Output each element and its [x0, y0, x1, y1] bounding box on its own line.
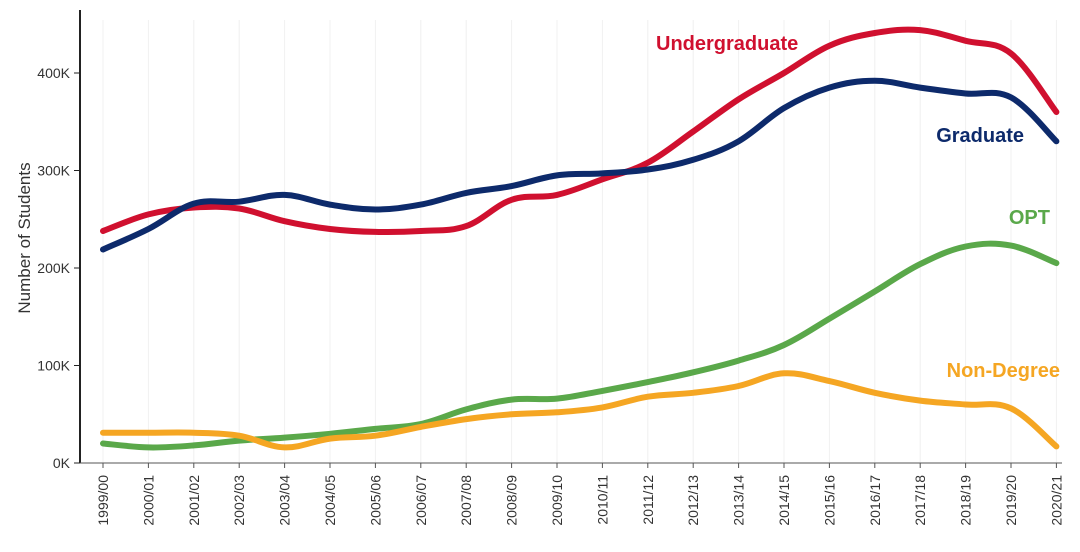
y-tick-label: 200K	[37, 260, 70, 276]
y-axis-title: Number of Students	[15, 162, 34, 313]
x-tick-label: 2012/13	[685, 475, 701, 526]
series-labels: Undergraduate Graduate OPT Non-Degree	[656, 33, 1060, 382]
x-tick-label: 2014/15	[776, 475, 792, 526]
x-tick-label: 2000/01	[140, 475, 156, 526]
x-tick-label: 2007/08	[458, 475, 474, 526]
series-line-graduate	[100, 77, 1060, 253]
x-tick-label: 2020/21	[1048, 475, 1064, 526]
x-tick-label: 2009/10	[549, 475, 565, 526]
series-label-undergraduate: Undergraduate	[656, 33, 798, 55]
series-label-non-degree: Non-Degree	[947, 360, 1060, 382]
y-tick-label: 400K	[37, 65, 70, 81]
series-line-undergraduate	[100, 26, 1060, 236]
x-tick-label: 2002/03	[231, 475, 247, 526]
series-label-graduate: Graduate	[936, 125, 1024, 147]
series-line-opt	[100, 240, 1060, 451]
x-tick-label: 2004/05	[322, 475, 338, 526]
x-tick-label: 2005/06	[367, 475, 383, 526]
gridlines	[102, 20, 1057, 463]
y-tick-label: 100K	[37, 358, 70, 374]
x-tick-label: 2006/07	[413, 475, 429, 526]
x-tick-label: 2017/18	[912, 475, 928, 526]
series-label-opt: OPT	[1009, 207, 1050, 229]
series-lines	[100, 26, 1060, 451]
x-tick-label: 2016/17	[867, 475, 883, 526]
x-tick-label: 2010/11	[594, 475, 610, 525]
x-tick-label: 2011/12	[640, 475, 656, 525]
x-tick-label: 2013/14	[731, 475, 747, 526]
x-tick-label: 2015/16	[821, 475, 837, 526]
axes: 0K 100K 200K 300K 400K 1999/00 2000/01 2001/02 2…	[37, 10, 1064, 526]
x-tick-label: 2003/04	[277, 475, 293, 526]
series-line-non-degree	[100, 370, 1060, 451]
x-tick-label: 2008/09	[504, 475, 520, 526]
x-tick-label: 2001/02	[186, 475, 202, 526]
x-tick-label: 2018/19	[958, 475, 974, 526]
x-tick-label: 1999/00	[95, 475, 111, 526]
x-tick-label: 2019/20	[1003, 475, 1019, 526]
y-tick-label: 300K	[37, 163, 70, 179]
y-tick-label: 0K	[53, 455, 71, 471]
